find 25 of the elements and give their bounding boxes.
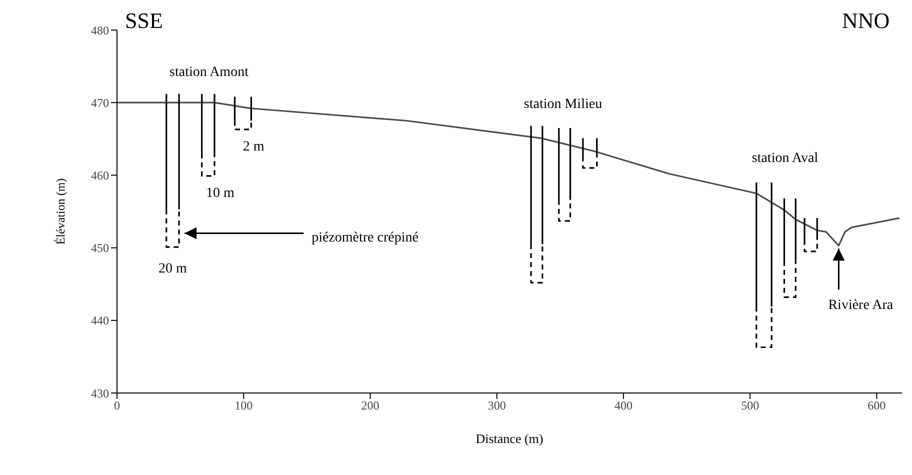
annotation: station Amont bbox=[170, 65, 249, 80]
annotation: 10 m bbox=[206, 186, 234, 202]
y-axis-title: Élévation (m) bbox=[53, 178, 68, 245]
x-tick-label: 600 bbox=[868, 398, 886, 413]
y-tick-label: 440 bbox=[91, 314, 109, 328]
annotation: 2 m bbox=[242, 140, 264, 155]
annotation: piézomètre crépiné bbox=[312, 230, 418, 246]
x-tick-label: 400 bbox=[614, 398, 632, 413]
y-tick-label: 430 bbox=[91, 386, 109, 400]
annotation: station Milieu bbox=[524, 97, 602, 112]
x-tick-label: 200 bbox=[361, 398, 380, 413]
x-tick-label: 0 bbox=[114, 398, 120, 413]
y-tick-label: 450 bbox=[91, 241, 109, 256]
x-tick-label: 500 bbox=[741, 398, 760, 413]
annotation: Rivière Ara bbox=[828, 298, 894, 313]
annotation: 20 m bbox=[158, 261, 188, 276]
annotation: NNO bbox=[842, 8, 890, 33]
x-tick-label: 300 bbox=[488, 398, 506, 413]
y-tick-label: 470 bbox=[91, 96, 109, 110]
y-tick-label: 480 bbox=[91, 23, 109, 38]
x-tick-label: 100 bbox=[234, 398, 253, 413]
y-tick-label: 460 bbox=[91, 168, 109, 182]
annotation: station Aval bbox=[752, 151, 818, 166]
x-axis-title: Distance (m) bbox=[476, 431, 544, 446]
annotation: SSE bbox=[125, 8, 163, 33]
